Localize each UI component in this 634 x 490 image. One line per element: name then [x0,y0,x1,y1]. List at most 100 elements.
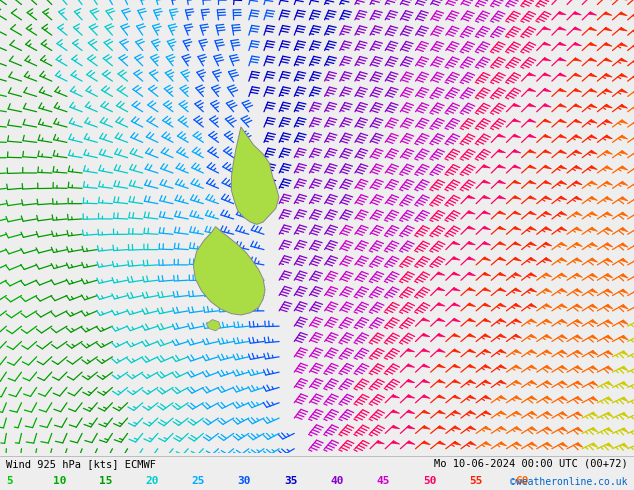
Polygon shape [437,334,445,337]
Polygon shape [437,380,446,383]
Polygon shape [558,73,566,76]
Polygon shape [543,73,551,76]
Polygon shape [545,396,552,400]
Polygon shape [543,104,552,107]
Polygon shape [437,349,445,352]
Text: 50: 50 [423,476,436,486]
Text: Wind 925 hPa [kts] ECMWF: Wind 925 hPa [kts] ECMWF [6,459,157,469]
Polygon shape [573,58,581,61]
Polygon shape [529,319,537,323]
Polygon shape [605,428,613,432]
Polygon shape [589,89,597,92]
Polygon shape [543,88,551,92]
Polygon shape [498,288,506,292]
Polygon shape [422,364,430,368]
Polygon shape [605,289,613,294]
Polygon shape [590,397,598,401]
Polygon shape [498,211,506,215]
Polygon shape [391,425,399,429]
Polygon shape [605,443,613,448]
Polygon shape [467,272,476,276]
Polygon shape [590,335,598,340]
Polygon shape [513,227,521,230]
Polygon shape [437,411,446,414]
Polygon shape [498,226,506,230]
Polygon shape [574,181,582,185]
Polygon shape [605,227,613,232]
Polygon shape [590,428,598,432]
Polygon shape [467,211,476,214]
Polygon shape [621,443,628,448]
Polygon shape [588,27,597,30]
Polygon shape [620,274,628,278]
Polygon shape [528,165,536,169]
Polygon shape [498,196,506,199]
Polygon shape [558,120,567,123]
Polygon shape [482,196,491,199]
Text: 60: 60 [515,476,529,486]
Polygon shape [528,242,536,246]
Polygon shape [559,350,567,354]
Polygon shape [514,411,522,416]
Polygon shape [544,381,552,385]
Polygon shape [406,410,415,414]
Polygon shape [206,319,221,331]
Polygon shape [621,382,628,386]
Polygon shape [620,197,628,201]
Polygon shape [406,364,415,368]
Polygon shape [560,396,567,401]
Polygon shape [453,411,461,415]
Polygon shape [529,396,537,400]
Polygon shape [453,380,461,384]
Polygon shape [575,427,583,432]
Polygon shape [573,43,581,46]
Polygon shape [557,12,566,15]
Text: 30: 30 [238,476,251,486]
Polygon shape [498,349,507,353]
Polygon shape [574,335,583,339]
Polygon shape [589,120,597,123]
Polygon shape [513,211,521,215]
Polygon shape [528,227,536,230]
Polygon shape [589,166,597,170]
Text: 55: 55 [469,476,482,486]
Polygon shape [512,103,521,107]
Polygon shape [605,413,613,417]
Polygon shape [391,395,399,398]
Polygon shape [514,442,522,446]
Polygon shape [544,350,552,354]
Polygon shape [482,318,491,322]
Polygon shape [543,58,551,61]
Polygon shape [529,381,537,385]
Polygon shape [482,334,491,338]
Polygon shape [604,135,612,139]
Polygon shape [497,149,506,153]
Polygon shape [574,135,582,139]
Text: ©weatheronline.co.uk: ©weatheronline.co.uk [510,477,628,487]
Polygon shape [514,427,522,431]
Polygon shape [559,304,567,308]
Polygon shape [452,303,460,306]
Polygon shape [452,318,460,322]
Polygon shape [559,166,567,169]
Polygon shape [391,441,400,444]
Polygon shape [545,412,552,416]
Polygon shape [605,258,613,263]
Polygon shape [514,304,522,307]
Polygon shape [573,12,581,15]
Polygon shape [590,443,598,447]
Polygon shape [528,258,536,261]
Polygon shape [467,318,476,322]
Polygon shape [559,273,567,277]
Polygon shape [558,27,566,30]
Polygon shape [482,211,491,214]
Polygon shape [558,89,567,92]
Polygon shape [619,135,628,139]
Polygon shape [468,411,476,415]
Polygon shape [527,134,536,138]
Polygon shape [559,319,567,323]
Polygon shape [574,319,583,324]
Polygon shape [422,349,430,352]
Polygon shape [544,335,552,339]
Polygon shape [467,242,476,245]
